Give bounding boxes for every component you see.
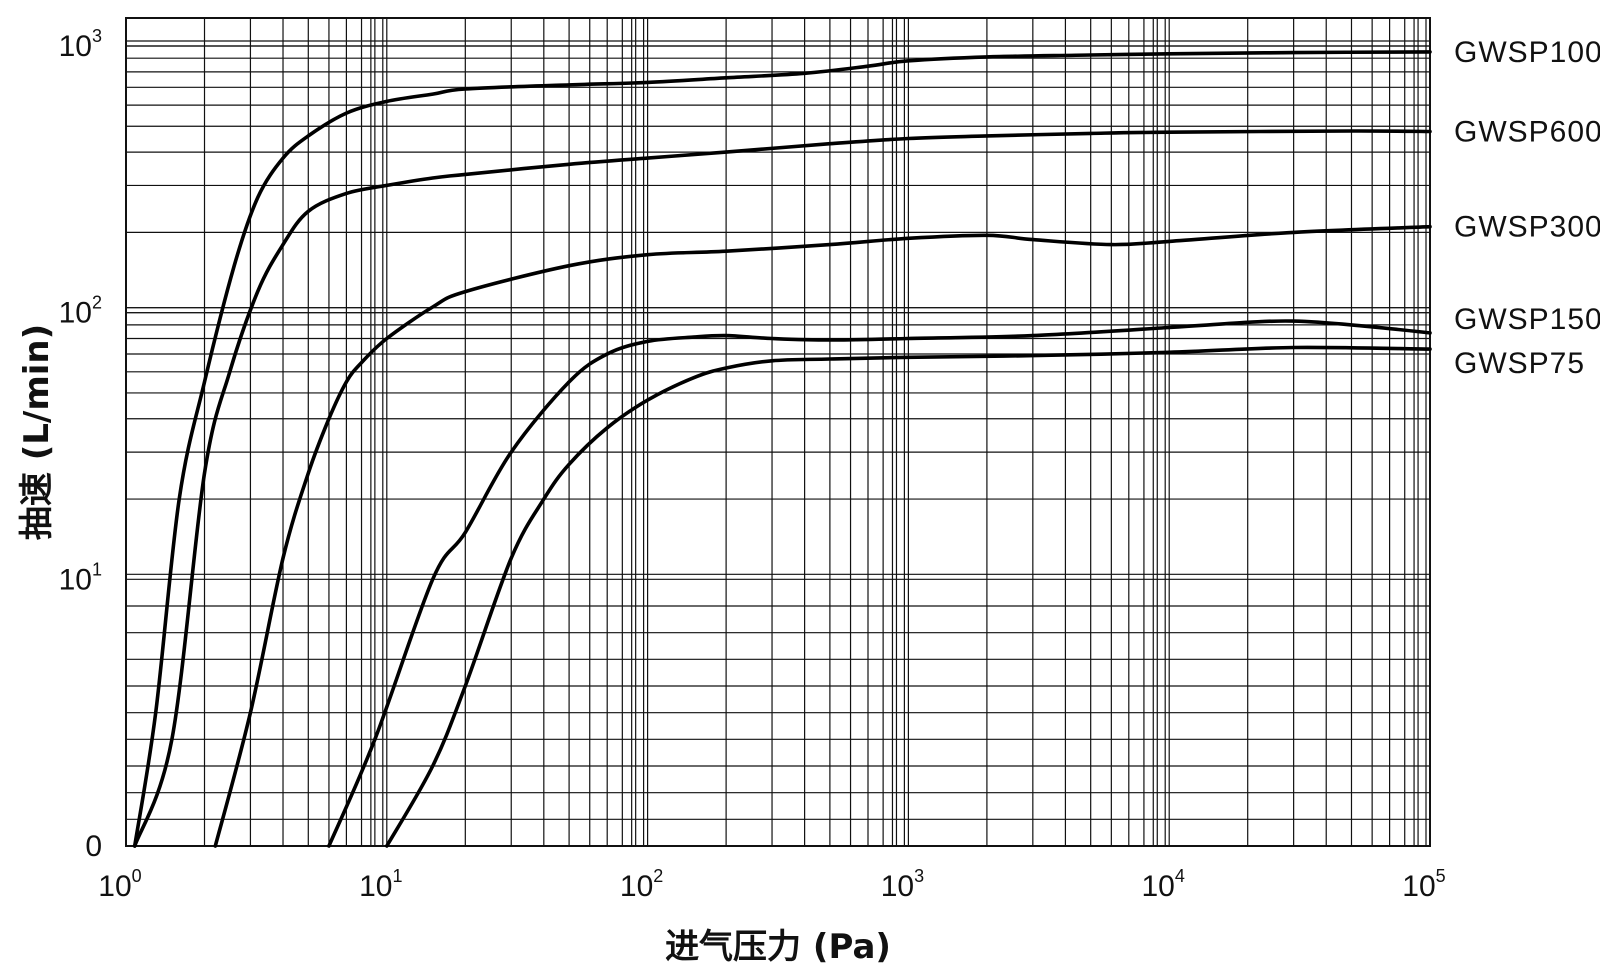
- x-tick-exponent: 0: [132, 866, 142, 886]
- y-tick-base: 0: [85, 830, 102, 863]
- x-tick-label: 105: [1402, 866, 1445, 903]
- x-tick-exponent: 5: [1436, 866, 1446, 886]
- y-tick-exponent: 1: [92, 559, 102, 579]
- y-tick-exponent: 3: [92, 26, 102, 46]
- series-line-gwsp1000: [132, 50, 1432, 848]
- x-tick-base: 10: [881, 870, 914, 903]
- y-tick-base: 10: [59, 563, 92, 596]
- x-tick-label: 101: [359, 866, 402, 903]
- grid: [125, 18, 1431, 846]
- x-tick-exponent: 1: [392, 866, 402, 886]
- x-tick-exponent: 4: [1175, 866, 1185, 886]
- x-tick-base: 10: [1142, 870, 1175, 903]
- x-tick-exponent: 3: [914, 866, 924, 886]
- series-line-gwsp75: [385, 345, 1432, 848]
- y-tick-label: 102: [59, 293, 102, 330]
- series-line-gwsp600: [132, 129, 1432, 848]
- series-line-gwsp150: [327, 319, 1432, 848]
- y-tick-label: 0: [85, 830, 102, 863]
- y-tick-label: 101: [59, 559, 102, 596]
- plot-frame: [125, 17, 1431, 847]
- x-tick-base: 10: [359, 870, 392, 903]
- y-tick-base: 10: [59, 30, 92, 63]
- series-line-gwsp300: [213, 224, 1432, 848]
- x-axis-ticks: 100 101 102 103 104 105: [98, 866, 1445, 903]
- series-label-gwsp1000: GWSP1000: [1454, 36, 1600, 69]
- x-tick-base: 10: [620, 870, 653, 903]
- y-tick-label: 103: [59, 26, 102, 63]
- curves: [132, 50, 1432, 848]
- y-axis-title: 抽速 (L/min): [17, 324, 57, 540]
- x-tick-label: 100: [98, 866, 141, 903]
- series-label-gwsp300: GWSP300: [1454, 211, 1600, 244]
- series-labels: GWSP1000 GWSP600 GWSP300 GWSP150 GWSP75: [1454, 36, 1600, 380]
- x-tick-label: 104: [1142, 866, 1185, 903]
- x-tick-label: 102: [620, 866, 663, 903]
- y-tick-base: 10: [59, 297, 92, 330]
- series-label-gwsp150: GWSP150: [1454, 303, 1600, 336]
- x-tick-label: 103: [881, 866, 924, 903]
- x-tick-base: 10: [1402, 870, 1435, 903]
- x-axis-title: 进气压力 (Pa): [665, 927, 891, 967]
- series-label-gwsp600: GWSP600: [1454, 115, 1600, 148]
- x-tick-exponent: 2: [653, 866, 663, 886]
- series-label-gwsp75: GWSP75: [1454, 347, 1585, 380]
- x-tick-base: 10: [98, 870, 131, 903]
- y-tick-exponent: 2: [92, 293, 102, 313]
